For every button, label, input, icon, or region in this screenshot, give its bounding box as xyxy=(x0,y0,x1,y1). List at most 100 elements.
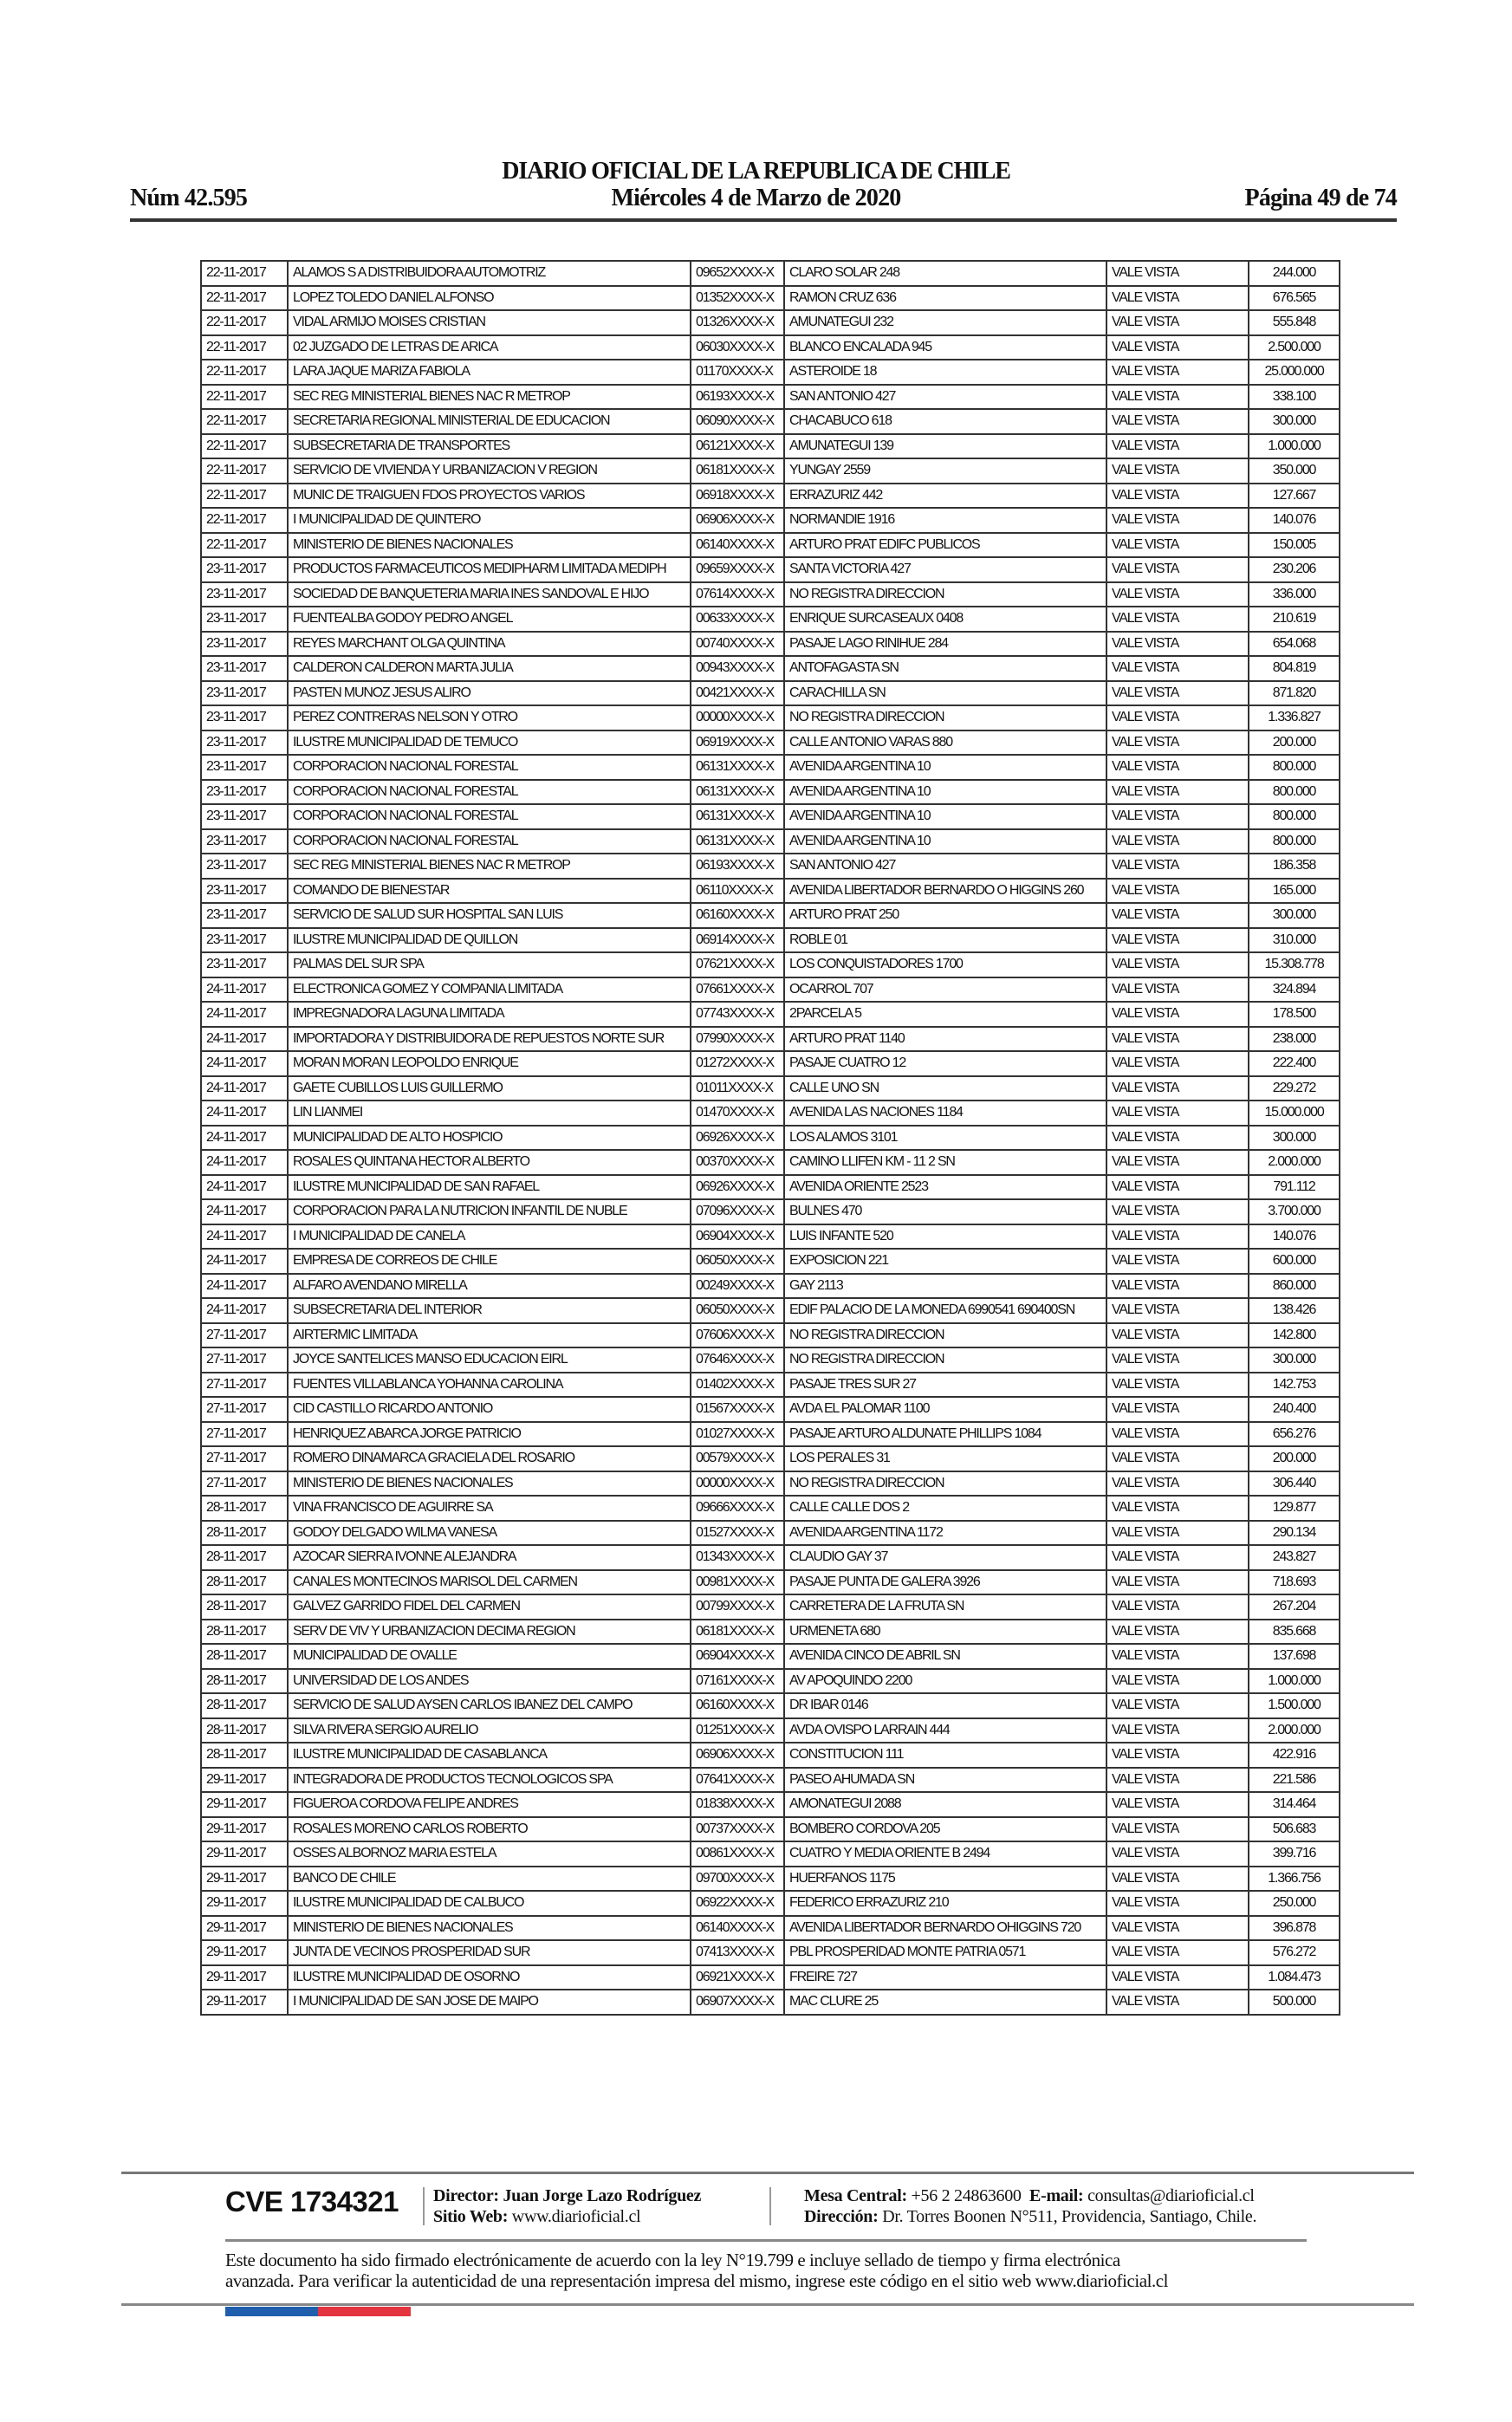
cell-address: LOS ALAMOS 3101 xyxy=(783,1124,1107,1151)
cell-amount: 290.134 xyxy=(1248,1519,1340,1546)
cell-rut: 00370XXXX-X xyxy=(690,1149,785,1176)
cell-payment-type: VALE VISTA xyxy=(1106,1297,1249,1324)
cell-rut: 07661XXXX-X xyxy=(690,976,785,1003)
cell-date: 23-11-2017 xyxy=(200,877,289,904)
cell-amount: 200.000 xyxy=(1248,1445,1340,1472)
cell-payment-type: VALE VISTA xyxy=(1106,606,1249,633)
web-link[interactable]: www.diarioficial.cl xyxy=(511,2207,641,2226)
cell-date: 29-11-2017 xyxy=(200,1841,289,1867)
table-row: 24-11-2017 ILUSTRE MUNICIPALIDAD DE SAN R… xyxy=(200,1173,1340,1200)
cell-date: 23-11-2017 xyxy=(200,655,289,682)
cell-address: SAN ANTONIO 427 xyxy=(783,853,1107,880)
cell-rut: 06131XXXX-X xyxy=(690,828,785,854)
cell-address: CALLE UNO SN xyxy=(783,1075,1107,1101)
cell-payment-type: VALE VISTA xyxy=(1106,1939,1249,1966)
cell-payment-type: VALE VISTA xyxy=(1106,1643,1249,1670)
cell-name: PALMAS DEL SUR SPA xyxy=(287,951,691,978)
cell-date: 27-11-2017 xyxy=(200,1445,289,1472)
table-row: 29-11-2017 FIGUEROA CORDOVA FELIPE ANDRES… xyxy=(200,1791,1340,1818)
cell-name: SEC REG MINISTERIAL BIENES NAC R METROP xyxy=(287,853,691,880)
table-row: 22-11-2017 VIDAL ARMIJO MOISES CRISTIAN 01… xyxy=(200,309,1340,336)
cell-rut: 01326XXXX-X xyxy=(690,309,785,336)
cell-address: PASAJE ARTURO ALDUNATE PHILLIPS 1084 xyxy=(783,1420,1107,1447)
cell-amount: 186.358 xyxy=(1248,853,1340,880)
cell-address: ROBLE 01 xyxy=(783,926,1107,953)
cell-payment-type: VALE VISTA xyxy=(1106,1914,1249,1941)
table-row: 23-11-2017 CORPORACION NACIONAL FORESTAL 0… xyxy=(200,778,1340,805)
cell-date: 22-11-2017 xyxy=(200,531,289,558)
cell-name: ALFARO AVENDANO MIRELLA xyxy=(287,1272,691,1299)
cell-amount: 200.000 xyxy=(1248,729,1340,756)
cell-rut: 01838XXXX-X xyxy=(690,1791,785,1818)
cell-rut: 07641XXXX-X xyxy=(690,1766,785,1793)
cell-name: FUENTEALBA GODOY PEDRO ANGEL xyxy=(287,606,691,633)
cell-rut: 07990XXXX-X xyxy=(690,1025,785,1052)
cell-payment-type: VALE VISTA xyxy=(1106,1075,1249,1101)
table-row: 24-11-2017 MORAN MORAN LEOPOLDO ENRIQUE 01… xyxy=(200,1050,1340,1077)
cell-amount: 129.877 xyxy=(1248,1495,1340,1522)
cell-rut: 07743XXXX-X xyxy=(690,1001,785,1028)
cell-address: CAMINO LLIFEN KM - 11 2 SN xyxy=(783,1149,1107,1176)
flag-stripe-red xyxy=(318,2307,411,2316)
table-row: 27-11-2017 CID CASTILLO RICARDO ANTONIO 01… xyxy=(200,1396,1340,1423)
cell-name: FUENTES VILLABLANCA YOHANNA CAROLINA xyxy=(287,1371,691,1398)
cell-amount: 860.000 xyxy=(1248,1272,1340,1299)
cell-date: 22-11-2017 xyxy=(200,408,289,435)
cell-amount: 229.272 xyxy=(1248,1075,1340,1101)
table-row: 24-11-2017 ROSALES QUINTANA HECTOR ALBERT… xyxy=(200,1149,1340,1176)
cell-date: 27-11-2017 xyxy=(200,1347,289,1373)
cell-address: PASAJE LAGO RINIHUE 284 xyxy=(783,630,1107,657)
table-row: 22-11-2017 LARA JAQUE MARIZA FABIOLA 01170… xyxy=(200,359,1340,386)
cell-amount: 396.878 xyxy=(1248,1914,1340,1941)
cell-date: 28-11-2017 xyxy=(200,1717,289,1743)
table-row: 29-11-2017 JUNTA DE VECINOS PROSPERIDAD S… xyxy=(200,1939,1340,1966)
cell-date: 28-11-2017 xyxy=(200,1594,289,1620)
cell-payment-type: VALE VISTA xyxy=(1106,1766,1249,1793)
cell-amount: 142.800 xyxy=(1248,1321,1340,1348)
table-row: 22-11-2017 02 JUZGADO DE LETRAS DE ARICA 0… xyxy=(200,334,1340,360)
header-divider xyxy=(130,218,1397,222)
cell-rut: 01011XXXX-X xyxy=(690,1075,785,1101)
table-row: 23-11-2017 SERVICIO DE SALUD SUR HOSPITAL… xyxy=(200,902,1340,929)
table-row: 29-11-2017 BANCO DE CHILE 09700XXXX-X HUERF… xyxy=(200,1865,1340,1892)
cell-rut: 06919XXXX-X xyxy=(690,729,785,756)
cell-date: 22-11-2017 xyxy=(200,383,289,410)
cell-amount: 576.272 xyxy=(1248,1939,1340,1966)
cell-amount: 2.000.000 xyxy=(1248,1149,1340,1176)
cell-address: NO REGISTRA DIRECCION xyxy=(783,1470,1107,1497)
cell-rut: 00799XXXX-X xyxy=(690,1594,785,1620)
cell-amount: 800.000 xyxy=(1248,803,1340,830)
phone: +56 2 24863600 xyxy=(911,2186,1022,2205)
cell-address: PBL PROSPERIDAD MONTE PATRIA 0571 xyxy=(783,1939,1107,1966)
cell-name: CORPORACION NACIONAL FORESTAL xyxy=(287,803,691,830)
cell-address: MAC CLURE 25 xyxy=(783,1989,1107,2016)
cell-rut: 00633XXXX-X xyxy=(690,606,785,633)
table-row: 28-11-2017 SERV DE VIV Y URBANIZACION DEC… xyxy=(200,1618,1340,1645)
cell-amount: 300.000 xyxy=(1248,1347,1340,1373)
cell-payment-type: VALE VISTA xyxy=(1106,556,1249,583)
cell-name: VINA FRANCISCO DE AGUIRRE SA xyxy=(287,1495,691,1522)
table-row: 23-11-2017 SEC REG MINISTERIAL BIENES NAC… xyxy=(200,853,1340,880)
cell-name: SUBSECRETARIA DE TRANSPORTES xyxy=(287,432,691,459)
table-row: 23-11-2017 PEREZ CONTRERAS NELSON Y OTRO 0… xyxy=(200,705,1340,731)
cell-amount: 15.000.000 xyxy=(1248,1100,1340,1127)
cell-rut: 06090XXXX-X xyxy=(690,408,785,435)
cell-payment-type: VALE VISTA xyxy=(1106,1223,1249,1250)
cell-address: AV APOQUINDO 2200 xyxy=(783,1667,1107,1694)
cell-rut: 06131XXXX-X xyxy=(690,754,785,781)
cell-rut: 01027XXXX-X xyxy=(690,1420,785,1447)
notice-line: Este documento ha sido firmado electróni… xyxy=(225,2250,1120,2270)
cell-address: CONSTITUCION 111 xyxy=(783,1742,1107,1769)
cell-date: 23-11-2017 xyxy=(200,705,289,731)
cell-amount: 310.000 xyxy=(1248,926,1340,953)
cell-amount: 800.000 xyxy=(1248,828,1340,854)
cell-name: ILUSTRE MUNICIPALIDAD DE CALBUCO xyxy=(287,1890,691,1917)
cell-name: BANCO DE CHILE xyxy=(287,1865,691,1892)
cell-name: AZOCAR SIERRA IVONNE ALEJANDRA xyxy=(287,1544,691,1571)
cell-amount: 1.000.000 xyxy=(1248,1667,1340,1694)
cell-rut: 01352XXXX-X xyxy=(690,284,785,311)
email-link[interactable]: consultas@diarioficial.cl xyxy=(1087,2186,1255,2205)
cell-amount: 300.000 xyxy=(1248,1124,1340,1151)
cell-name: I MUNICIPALIDAD DE QUINTERO xyxy=(287,507,691,534)
cell-rut: 06904XXXX-X xyxy=(690,1643,785,1670)
